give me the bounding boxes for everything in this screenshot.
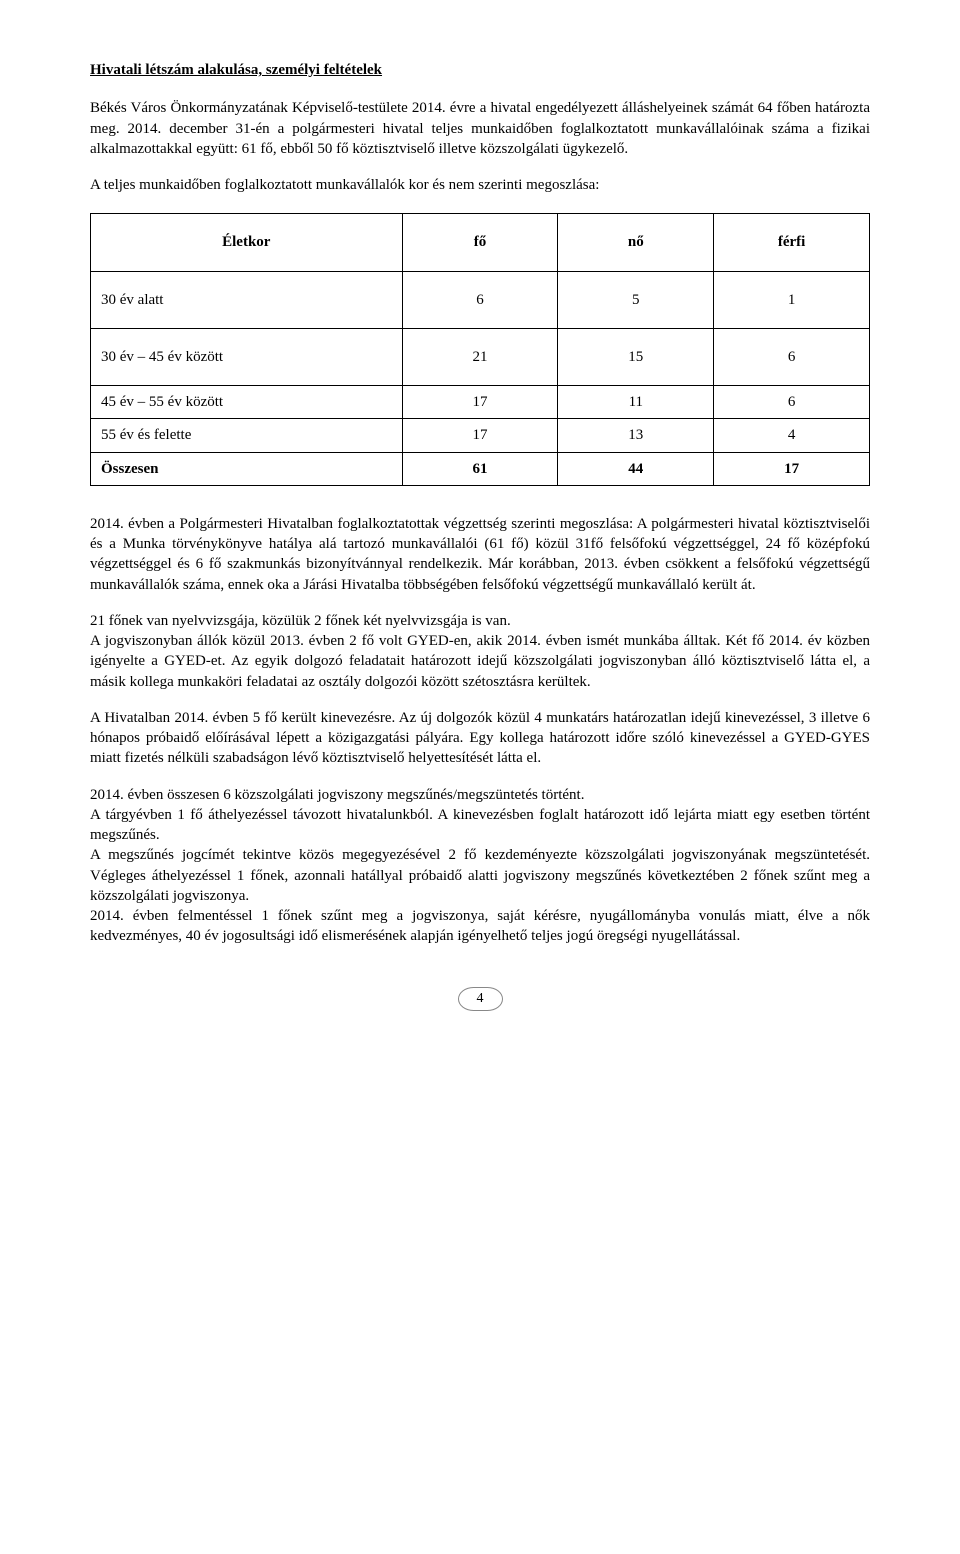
page-number-wrap: 4: [90, 987, 870, 1012]
paragraph-termination-4: 2014. évben felmentéssel 1 főnek szűnt m…: [90, 906, 870, 947]
th-lifekor: Életkor: [91, 214, 403, 271]
row-c1: 21: [402, 328, 558, 385]
table-row: 55 év és felette 17 13 4: [91, 419, 870, 452]
th-fo: fő: [402, 214, 558, 271]
row-c2: 44: [558, 452, 714, 485]
row-c3: 4: [714, 419, 870, 452]
paragraph-termination-2: A tárgyévben 1 fő áthelyezéssel távozott…: [90, 805, 870, 846]
table-row: 30 év – 45 év között 21 15 6: [91, 328, 870, 385]
row-c1: 17: [402, 386, 558, 419]
paragraph-language-2: A jogviszonyban állók közül 2013. évben …: [90, 631, 870, 692]
row-label: 45 év – 55 év között: [91, 386, 403, 419]
row-c3: 1: [714, 271, 870, 328]
row-c3: 6: [714, 386, 870, 419]
row-c2: 11: [558, 386, 714, 419]
row-label: 55 év és felette: [91, 419, 403, 452]
table-header-row: Életkor fő nő férfi: [91, 214, 870, 271]
age-gender-table: Életkor fő nő férfi 30 év alatt 6 5 1 30…: [90, 213, 870, 486]
paragraph-termination-1: 2014. évben összesen 6 közszolgálati jog…: [90, 785, 870, 805]
row-c1: 17: [402, 419, 558, 452]
row-label: Összesen: [91, 452, 403, 485]
paragraph-termination-3: A megszűnés jogcímét tekintve közös mege…: [90, 845, 870, 906]
paragraph-appointments: A Hivatalban 2014. évben 5 fő került kin…: [90, 708, 870, 769]
page-heading: Hivatali létszám alakulása, személyi fel…: [90, 60, 870, 80]
page-number: 4: [458, 987, 503, 1012]
row-c2: 13: [558, 419, 714, 452]
intro-paragraph-2: A teljes munkaidőben foglalkoztatott mun…: [90, 175, 870, 195]
row-c2: 15: [558, 328, 714, 385]
row-c3: 6: [714, 328, 870, 385]
paragraph-language-1: 21 főnek van nyelvvizsgája, közülük 2 fő…: [90, 611, 870, 631]
th-no: nő: [558, 214, 714, 271]
th-ferfi: férfi: [714, 214, 870, 271]
table-row: 30 év alatt 6 5 1: [91, 271, 870, 328]
row-c2: 5: [558, 271, 714, 328]
intro-paragraph-1: Békés Város Önkormányzatának Képviselő-t…: [90, 98, 870, 159]
table-row-total: Összesen 61 44 17: [91, 452, 870, 485]
row-c1: 61: [402, 452, 558, 485]
table-row: 45 év – 55 év között 17 11 6: [91, 386, 870, 419]
paragraph-qualifications: 2014. évben a Polgármesteri Hivatalban f…: [90, 514, 870, 595]
row-c3: 17: [714, 452, 870, 485]
row-c1: 6: [402, 271, 558, 328]
row-label: 30 év alatt: [91, 271, 403, 328]
row-label: 30 év – 45 év között: [91, 328, 403, 385]
